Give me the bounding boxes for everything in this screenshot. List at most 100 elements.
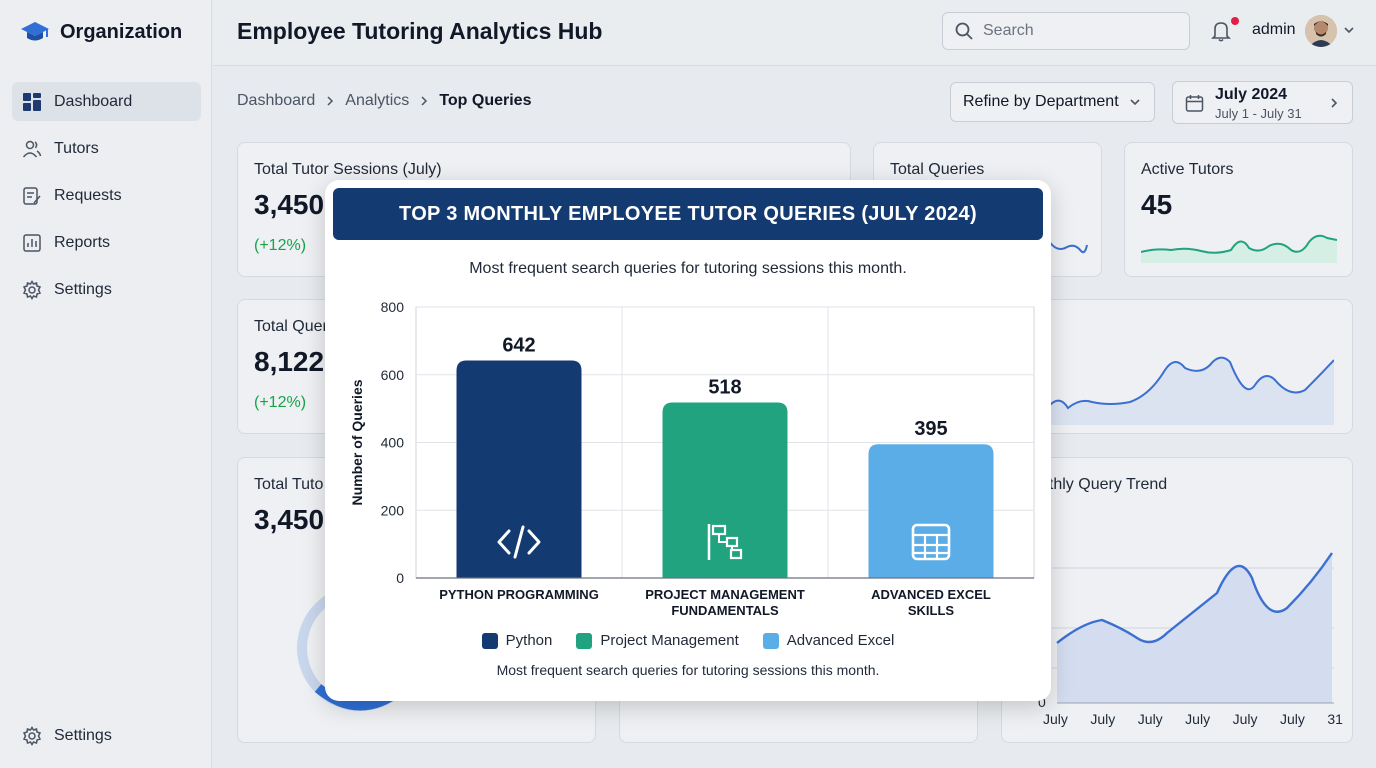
bar-value-label: 395 — [914, 418, 947, 440]
department-filter[interactable]: Refine by Department — [950, 82, 1155, 122]
sidebar-item-label: Settings — [54, 280, 112, 298]
x-tick: 31 — [1327, 711, 1343, 727]
chart-legend: Python Project Management Advanced Excel — [325, 632, 1051, 649]
user-name[interactable]: admin — [1252, 21, 1296, 38]
date-range-month: July 2024 — [1215, 86, 1288, 103]
search-icon — [955, 22, 973, 40]
top-header: Employee Tutoring Analytics Hub admin — [213, 0, 1376, 66]
date-range-span: July 1 - July 31 — [1215, 106, 1302, 121]
bar-1 — [456, 360, 582, 578]
sidebar-item-label: Reports — [54, 233, 111, 251]
brand[interactable]: Organization — [20, 17, 182, 47]
date-range-picker[interactable]: July 2024 July 1 - July 31 — [1172, 81, 1353, 124]
sidebar-item-label: Requests — [54, 186, 122, 204]
sidebar-item-settings-bottom[interactable]: Settings — [22, 726, 112, 746]
dialog-subtitle: Most frequent search queries for tutorin… — [469, 260, 907, 277]
x-tick: July — [1279, 711, 1305, 727]
page-title: Employee Tutoring Analytics Hub — [237, 18, 603, 44]
legend-item-project-management[interactable]: Project Management — [576, 632, 739, 649]
chevron-right-icon — [327, 96, 334, 106]
x-category-label: PYTHON PROGRAMMING — [439, 587, 599, 602]
card-value: 3,450 — [254, 189, 325, 220]
breadcrumb: Dashboard Analytics Top Queries — [237, 92, 531, 110]
legend-swatch — [576, 632, 593, 649]
x-category-label: PROJECT MANAGEMENT FUNDAMENTALS — [645, 587, 805, 618]
y-axis-label: Number of Queries — [349, 379, 365, 505]
card-monthly-trend: nthly Query Trend 0 — [1001, 457, 1353, 743]
trend-axis-zero: 0 — [1038, 694, 1046, 710]
dialog-footer: Most frequent search queries for tutorin… — [496, 662, 880, 678]
sidebar-nav: Dashboard Tutors Requests Reports Settin… — [12, 82, 201, 317]
legend-label: Project Management — [600, 632, 739, 649]
legend-label: Python — [505, 632, 553, 649]
card-title: Total Quer — [254, 318, 328, 335]
card-title: Total Queries — [890, 161, 985, 178]
y-tick-label: 800 — [381, 299, 405, 315]
sidebar-item-requests[interactable]: Requests — [12, 176, 201, 215]
card-value: 8,122 — [254, 346, 325, 377]
breadcrumb-item[interactable]: Analytics — [345, 92, 410, 109]
card-value: 3,450 — [254, 504, 325, 535]
legend-swatch — [481, 632, 498, 649]
bar-chart-icon — [23, 233, 41, 252]
search-box[interactable] — [942, 12, 1190, 50]
sidebar-item-label: Dashboard — [54, 92, 133, 110]
x-tick: July — [1185, 711, 1211, 727]
card-value: 45 — [1141, 189, 1173, 220]
x-tick: July — [1043, 711, 1068, 727]
breadcrumb-item[interactable]: Dashboard — [237, 92, 316, 109]
gear-icon — [22, 279, 42, 300]
x-tick: July — [1232, 711, 1258, 727]
card-delta: (+12%) — [254, 237, 307, 254]
sidebar-item-settings[interactable]: Settings — [12, 270, 201, 309]
department-filter-label: Refine by Department — [963, 93, 1119, 110]
chevron-down-icon — [1130, 99, 1140, 106]
sidebar-item-dashboard[interactable]: Dashboard — [12, 82, 201, 121]
sparkline — [1049, 240, 1088, 254]
sidebar-item-label: Settings — [54, 727, 112, 744]
legend-label: Advanced Excel — [786, 632, 895, 649]
chevron-down-icon[interactable] — [1343, 24, 1355, 36]
chevron-right-icon — [421, 96, 428, 106]
calendar-icon — [1185, 95, 1204, 112]
card-delta: (+12%) — [254, 394, 307, 411]
legend-item-python[interactable]: Python — [481, 632, 553, 649]
search-input[interactable] — [983, 22, 1173, 40]
y-tick-label: 600 — [381, 367, 405, 383]
sparkline — [1141, 234, 1337, 263]
users-icon — [22, 140, 42, 157]
trend-line-chart — [1052, 552, 1334, 704]
gear-icon — [22, 726, 42, 746]
grid-icon — [23, 92, 41, 111]
notification-dot — [1231, 17, 1239, 25]
card-title: Total Tuto — [254, 476, 324, 493]
y-tick-label: 0 — [396, 570, 404, 586]
card-title: nthly Query Trend — [1040, 476, 1168, 493]
legend-swatch — [762, 632, 779, 649]
breadcrumb-current: Top Queries — [439, 92, 532, 109]
bar-chart: 0 200 400 600 800 Number of Queries 642 PYTHON … — [349, 299, 1035, 618]
card-active-tutors: Active Tutors 45 — [1124, 142, 1353, 277]
y-tick-label: 400 — [381, 435, 405, 451]
graduation-cap-icon — [21, 22, 49, 41]
trend-x-axis: July July July July July July 31 — [1043, 711, 1343, 727]
sidebar-item-reports[interactable]: Reports — [12, 223, 201, 262]
x-tick: July — [1090, 711, 1116, 727]
bar-value-label: 642 — [502, 335, 535, 357]
bar-2 — [662, 402, 788, 578]
line-chart — [1050, 356, 1334, 425]
sidebar-item-tutors[interactable]: Tutors — [12, 129, 201, 168]
y-tick-label: 200 — [381, 502, 405, 518]
sidebar: Organization Dashboard Tutors Requests — [0, 0, 212, 768]
top-queries-dialog: TOP 3 MONTHLY EMPLOYEE TUTOR QUERIES (JU… — [325, 180, 1051, 701]
bar-3 — [868, 444, 994, 578]
legend-item-advanced-excel[interactable]: Advanced Excel — [762, 632, 895, 649]
chevron-right-icon — [1331, 98, 1338, 108]
dialog-title: TOP 3 MONTHLY EMPLOYEE TUTOR QUERIES (JU… — [333, 188, 1043, 240]
bell-icon[interactable] — [1211, 20, 1231, 42]
card-title: Active Tutors — [1141, 161, 1234, 178]
x-tick: July — [1137, 711, 1163, 727]
sidebar-item-label: Tutors — [54, 139, 99, 157]
bar-value-label: 518 — [708, 377, 741, 399]
avatar[interactable] — [1305, 15, 1337, 47]
